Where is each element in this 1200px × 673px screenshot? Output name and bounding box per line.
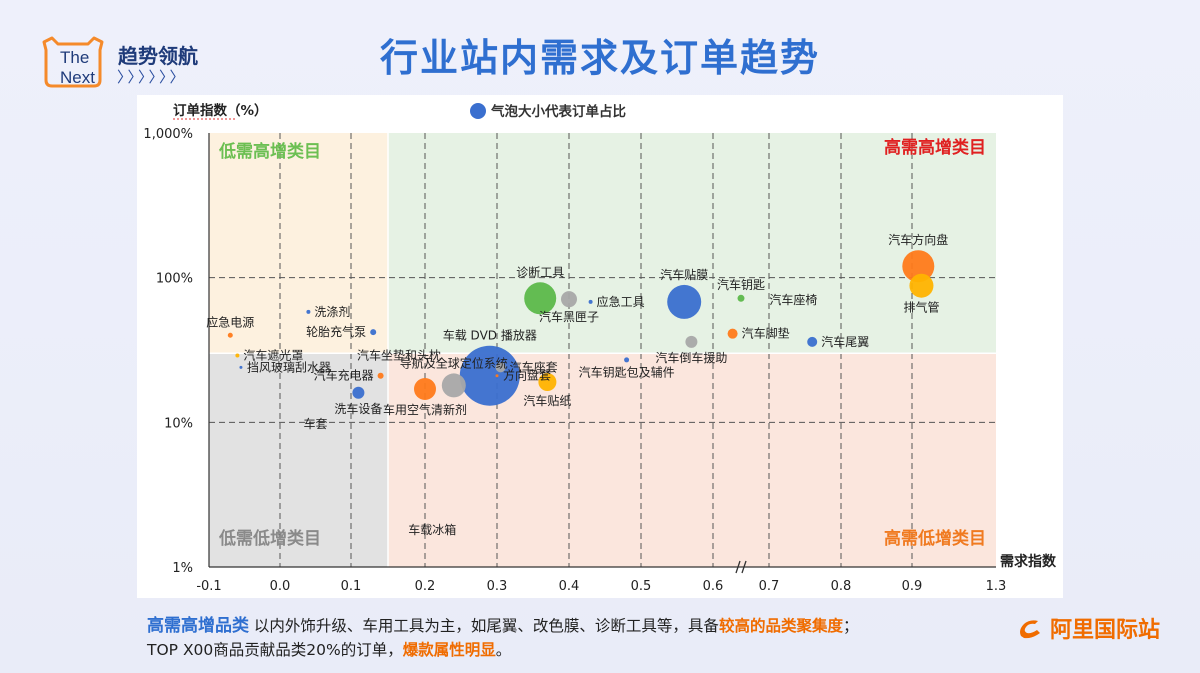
bubble-汽车脚垫	[727, 328, 738, 339]
data-label: 汽车钥匙	[717, 277, 765, 292]
x-tick-label: 0.2	[415, 579, 436, 594]
chart-card: 1% 10% 100% 1,000% -0.1 0.0 0.1 0.2 0.3 0.4 0.5 0.6…	[137, 95, 1063, 598]
quadrant-label: 低需低增类目	[218, 528, 321, 549]
data-label: 车套	[303, 416, 327, 431]
bubble-应急工具	[588, 299, 593, 304]
logo-text: The Next	[60, 48, 95, 87]
quadrant-bg-top-left	[209, 133, 388, 354]
x-axis-title: 需求指数	[1000, 553, 1057, 570]
x-tick-label: 0.6	[703, 579, 724, 594]
data-label: 车载冰箱	[408, 522, 456, 537]
quadrant-label: 高需高增类目	[884, 137, 986, 158]
data-label: 洗车设备	[334, 401, 382, 416]
data-label: 汽车倒车援助	[655, 350, 727, 365]
footer-text: 高需高增品类 以内外饰升级、车用工具为主，如尾翼、改色膜、诊断工具等，具备较高的…	[147, 614, 858, 662]
bubble-汽车贴纸	[538, 373, 557, 392]
data-label: 车用空气清新剂	[383, 402, 467, 417]
y-tick-label: 1%	[172, 561, 193, 576]
bubble-车载-DVD-播放器	[459, 345, 520, 406]
bubble-挡风玻璃刮水器	[239, 365, 243, 369]
bubble-应急电源	[227, 332, 233, 338]
x-tick-label: 0.7	[759, 579, 780, 594]
data-label: 汽车坐垫和头枕	[357, 347, 441, 362]
x-tick-label: -0.1	[196, 579, 221, 594]
brand-title: 趋势领航	[118, 44, 198, 68]
data-label: 汽车黑匣子	[539, 309, 599, 324]
brand-arrows: 〉〉〉〉〉〉	[117, 68, 188, 86]
data-label: 方向盘套	[503, 368, 551, 383]
alibaba-logo-icon	[1020, 620, 1040, 639]
footer-highlight-1: 较高的品类聚集度	[718, 617, 843, 635]
bubble-chart: 1% 10% 100% 1,000% -0.1 0.0 0.1 0.2 0.3 0.4 0.5 0.6…	[143, 102, 1057, 594]
data-label: 汽车遮光罩	[243, 347, 303, 362]
data-label: 排气管	[903, 300, 939, 315]
footer-line1: 以内外饰升级、车用工具为主，如尾翼、改色膜、诊断工具等，具备	[249, 617, 719, 635]
legend-label: 气泡大小代表订单占比	[490, 103, 626, 120]
data-label: 应急电源	[206, 315, 254, 330]
data-label: 诊断工具	[516, 264, 564, 279]
x-tick-label: 0.9	[902, 579, 923, 594]
footer-heading: 高需高增品类	[147, 616, 249, 636]
bubble-汽车方向盘	[902, 250, 935, 283]
footer-highlight-2: 爆款属性明显	[402, 641, 496, 659]
data-label: 车载 DVD 播放器	[443, 328, 537, 343]
data-label: 轮胎充气泵	[306, 324, 366, 339]
bubble-车用空气清新剂	[414, 377, 436, 400]
alibaba-label: 阿里国际站	[1050, 618, 1161, 643]
legend-marker	[470, 103, 486, 119]
footer-line1-end: ；	[842, 617, 859, 635]
y-axis-title: 订单指数（%）	[173, 102, 268, 119]
data-label: 汽车充电器	[314, 368, 374, 383]
bubble-汽车黑匣子	[561, 291, 577, 308]
y-tick-label: 100%	[156, 272, 193, 287]
axis-break-mark	[741, 560, 747, 574]
bubble-汽车座套	[495, 362, 506, 373]
bubble-洗涤剂	[306, 309, 311, 314]
data-label: 汽车钥匙包及辅件	[579, 364, 675, 379]
x-tick-label: 0.3	[487, 579, 508, 594]
x-tick-label: 0.8	[831, 579, 852, 594]
data-label: 汽车座套	[510, 359, 558, 374]
quadrant-label: 高需低增类目	[884, 528, 986, 549]
alibaba-brand: 阿里国际站	[1018, 612, 1160, 644]
y-tick-label: 10%	[164, 416, 193, 431]
data-label: 挡风玻璃刮水器	[247, 360, 331, 374]
bubble-排气管	[909, 273, 934, 298]
bubble-汽车尾翼	[807, 336, 818, 347]
data-label: 洗涤剂	[314, 304, 350, 319]
x-tick-label: 0.4	[559, 579, 580, 594]
bubble-导航及全球定位系统	[441, 373, 466, 398]
x-tick-label: 0.5	[631, 579, 652, 594]
bubble-汽车充电器	[377, 372, 384, 379]
bubble-方向盘套	[495, 374, 499, 378]
data-label: 汽车脚垫	[742, 326, 790, 341]
data-label: 汽车座椅	[769, 292, 817, 307]
bubble-轮胎充气泵	[370, 329, 377, 336]
data-label: 导航及全球定位系统	[400, 355, 508, 370]
x-tick-label: 1.3	[986, 579, 1007, 594]
data-label: 应急工具	[597, 294, 645, 309]
x-tick-label: 0.1	[341, 579, 362, 594]
bubble-汽车遮光罩	[235, 353, 240, 358]
footer-line2: TOP X00商品贡献品类20%的订单，	[147, 641, 403, 659]
page-title: 行业站内需求及订单趋势	[379, 36, 820, 80]
the-next-logo-icon	[42, 36, 104, 88]
bubble-诊断工具	[524, 282, 557, 315]
data-label: 汽车方向盘	[888, 232, 948, 247]
data-label: 汽车贴纸	[523, 393, 571, 408]
bubble-洗车设备	[352, 386, 365, 399]
quadrant-label: 低需高增类目	[218, 141, 321, 162]
axis-break-mark	[735, 560, 741, 574]
bubble-汽车倒车援助	[685, 335, 698, 348]
bubble-汽车钥匙包及辅件	[624, 357, 630, 363]
data-label: 汽车尾翼	[821, 334, 869, 349]
footer-line2-end: 。	[495, 641, 512, 659]
y-tick-label: 1,000%	[143, 127, 193, 142]
x-tick-label: 0.0	[270, 579, 291, 594]
bubble-汽车贴膜	[667, 284, 702, 319]
bubble-汽车钥匙	[737, 294, 745, 302]
data-label: 汽车贴膜	[660, 267, 708, 282]
